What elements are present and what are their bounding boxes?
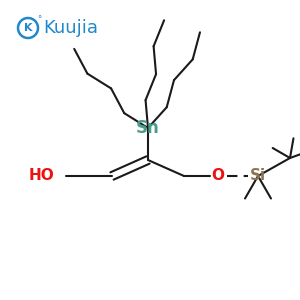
Text: Si: Si [250, 169, 266, 184]
Text: °: ° [37, 16, 41, 25]
Text: Kuujia: Kuujia [43, 19, 98, 37]
Text: Sn: Sn [136, 119, 160, 137]
Text: O: O [212, 169, 224, 184]
Text: HO: HO [28, 169, 54, 184]
Text: K: K [24, 23, 32, 33]
